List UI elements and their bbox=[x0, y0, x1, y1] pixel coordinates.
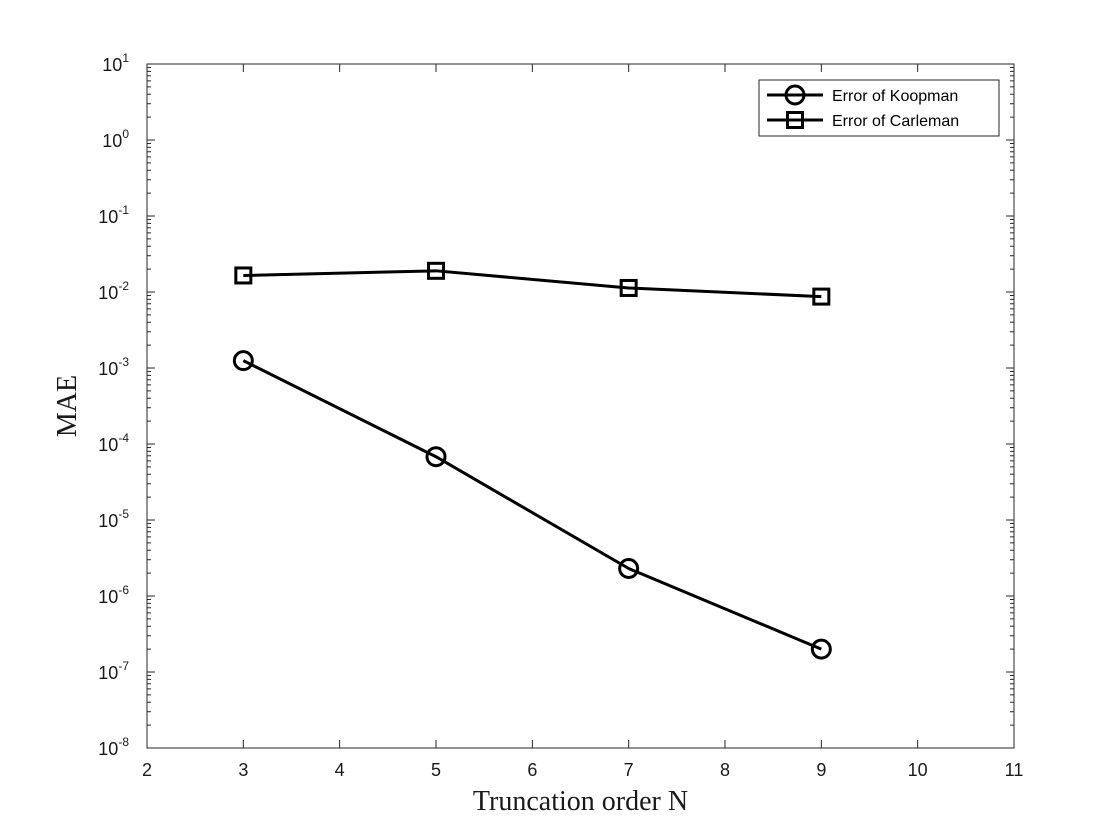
legend-label-carleman: Error of Carleman bbox=[832, 113, 959, 130]
data-point-carleman bbox=[427, 261, 445, 280]
y-tick-label: 10-2 bbox=[98, 279, 129, 303]
legend: Error of Koopman Error of Carleman bbox=[758, 79, 1000, 137]
x-tick-label: 6 bbox=[527, 760, 537, 780]
x-tick-label: 9 bbox=[816, 760, 826, 780]
x-tick-label: 5 bbox=[431, 760, 441, 780]
series-carleman bbox=[234, 261, 831, 306]
y-axis-label: MAE bbox=[52, 375, 83, 437]
x-tick-label: 11 bbox=[1005, 760, 1024, 780]
data-point-koopman bbox=[232, 350, 254, 372]
legend-marker-koopman bbox=[784, 84, 806, 106]
y-tick-label: 10-6 bbox=[98, 583, 129, 607]
data-point-koopman bbox=[810, 638, 832, 660]
y-tick-label: 10-5 bbox=[98, 507, 129, 531]
x-tick-label: 3 bbox=[238, 760, 248, 780]
y-tick-label: 10-8 bbox=[98, 735, 129, 759]
y-tick-label: 101 bbox=[102, 51, 129, 75]
series-layer bbox=[232, 261, 832, 660]
x-tick-label: 10 bbox=[908, 760, 928, 780]
x-tick-label: 8 bbox=[720, 760, 730, 780]
legend-label-koopman: Error of Koopman bbox=[832, 88, 958, 105]
axes-background bbox=[147, 64, 1014, 748]
y-tick-label: 10-3 bbox=[98, 355, 129, 379]
y-tick-label: 10-4 bbox=[98, 431, 129, 455]
series-line-koopman bbox=[242, 359, 822, 651]
data-point-carleman bbox=[619, 278, 638, 297]
data-point-koopman bbox=[618, 558, 640, 580]
x-axis-label: Truncation order N bbox=[473, 786, 688, 817]
data-point-carleman bbox=[812, 287, 831, 306]
y-tick-label: 100 bbox=[102, 127, 129, 151]
legend-marker-carleman bbox=[786, 111, 804, 129]
data-point-carleman bbox=[234, 266, 253, 285]
series-koopman bbox=[232, 350, 832, 660]
data-point-koopman bbox=[425, 446, 447, 468]
x-tick-label: 2 bbox=[142, 760, 152, 780]
x-tick-label: 4 bbox=[335, 760, 345, 780]
y-tick-label: 10-1 bbox=[98, 203, 129, 227]
x-tick-label: 7 bbox=[624, 760, 634, 780]
series-line-carleman bbox=[243, 269, 822, 299]
y-tick-label: 10-7 bbox=[98, 659, 129, 683]
ticks-layer: 2 3 4 5 6 7 8 9 10 11 101 100 10-1 10-2 10-3 10-4 10-5 10… bbox=[98, 51, 1023, 780]
axes-box bbox=[146, 63, 1015, 749]
